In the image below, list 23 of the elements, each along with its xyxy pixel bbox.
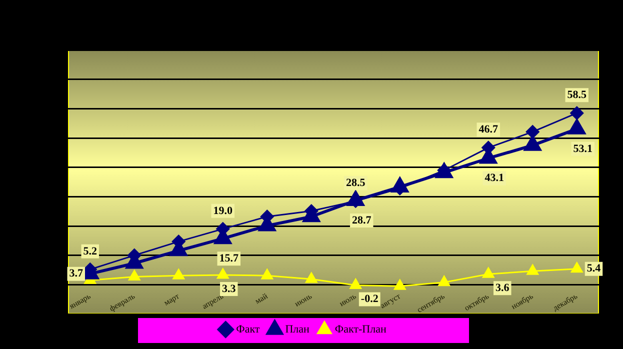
x-tick-label: ноябрь	[510, 291, 535, 312]
data-label: 43.1	[484, 172, 504, 184]
data-label: 58.5	[567, 88, 587, 101]
data-label: 46.7	[478, 124, 498, 136]
x-tick-label: март	[162, 291, 182, 308]
data-label: 28.7	[352, 214, 372, 226]
x-tick-label: январь	[68, 291, 92, 311]
data-label: 3.6	[496, 282, 510, 294]
legend-label: План	[285, 323, 310, 336]
data-label: -0.2	[360, 293, 379, 306]
data-label: 5.2	[83, 245, 98, 258]
legend-label: Факт	[236, 323, 260, 336]
data-label: 3.7	[69, 268, 84, 280]
data-label: 53.1	[573, 142, 592, 155]
data-label: 28.5	[346, 176, 366, 189]
data-label: 19.0	[213, 204, 233, 217]
x-tick-label: июнь	[293, 291, 314, 308]
legend-label: Факт-План	[334, 323, 386, 336]
x-tick-label: май	[254, 291, 270, 306]
data-label: 5.4	[586, 262, 602, 275]
data-label: 3.3	[222, 282, 236, 295]
data-label: 15.7	[219, 252, 239, 264]
x-tick-label: июль	[338, 291, 358, 308]
